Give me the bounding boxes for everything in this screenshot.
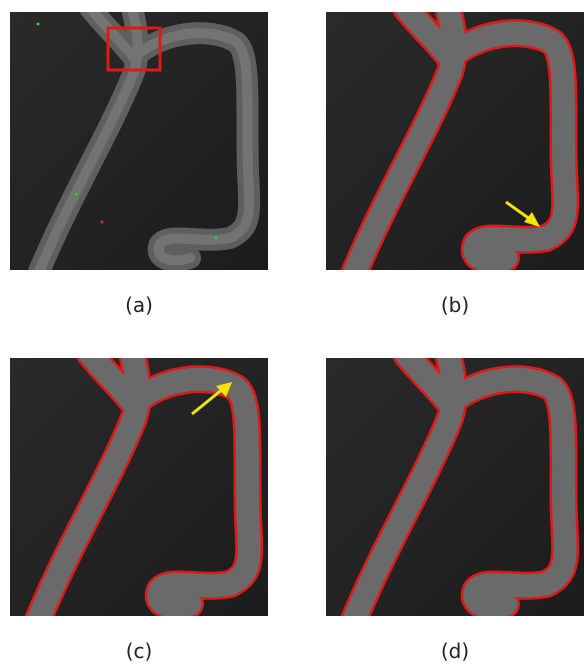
panel-a <box>10 8 268 274</box>
panel-c <box>10 354 268 620</box>
panel-label: (b) <box>441 293 469 317</box>
panel-b <box>326 8 584 274</box>
panel-label: (a) <box>125 293 153 317</box>
panel-label: (c) <box>126 639 153 663</box>
panel-label: (d) <box>441 639 469 663</box>
panel-d <box>326 354 584 620</box>
figure: (a) (b) (c) (d) <box>0 0 584 666</box>
